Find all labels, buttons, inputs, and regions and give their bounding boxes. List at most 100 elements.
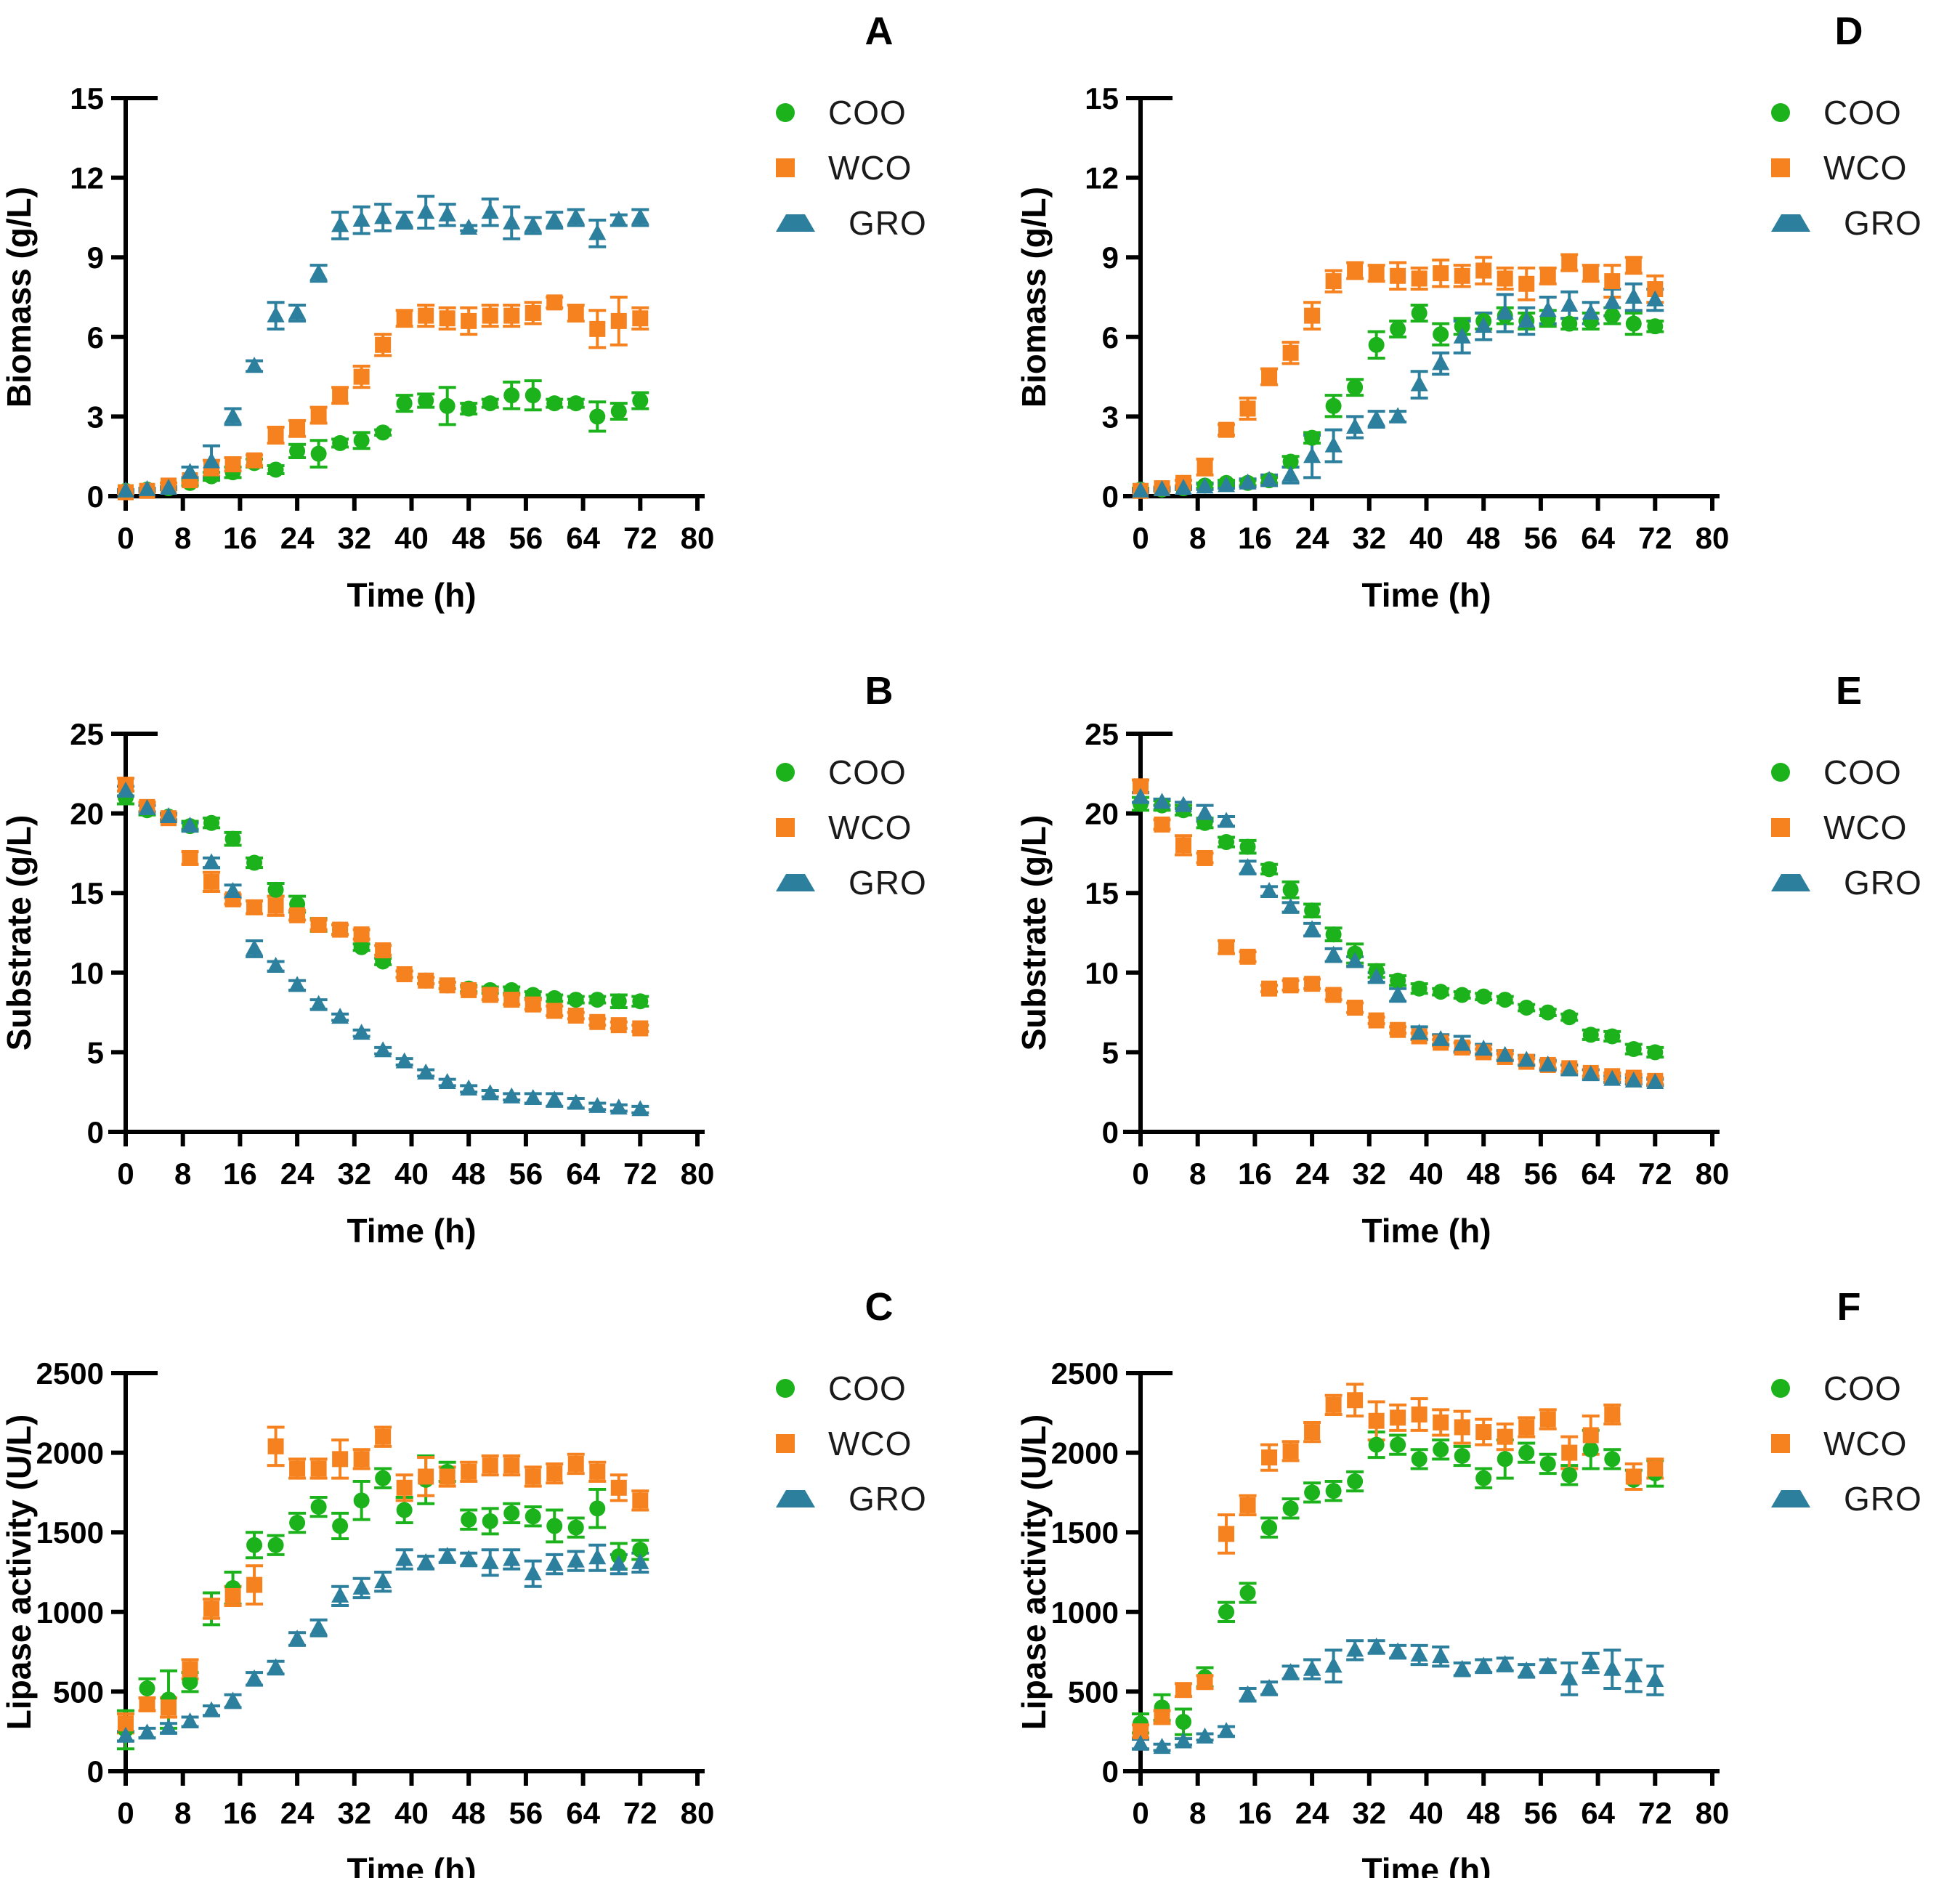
svg-text:72: 72: [623, 1157, 657, 1191]
panel-f-plot: 0 8 16 24 32 40 48 56 64 72 80 0 500 1000 1500 2000 2500…: [1021, 1315, 1754, 1878]
legend-label: WCO: [1823, 809, 1908, 846]
svg-text:0: 0: [117, 1796, 134, 1830]
legend-item-coo: COO: [776, 1369, 1010, 1407]
svg-text:16: 16: [1238, 521, 1272, 555]
svg-text:72: 72: [1638, 1157, 1672, 1191]
panel-f-legend: COO WCO GRO: [1744, 1369, 1954, 1518]
legend-item-wco: WCO: [1771, 1425, 1954, 1462]
panel-a-title: A: [864, 9, 894, 53]
svg-text:16: 16: [1238, 1796, 1272, 1830]
legend-item-gro: GRO: [1771, 1480, 1954, 1518]
panel-a-side: A COO WCO GRO: [748, 9, 1010, 242]
svg-text:32: 32: [1352, 1796, 1386, 1830]
svg-text:24: 24: [1295, 521, 1329, 555]
panel-d-legend: COO WCO GRO: [1744, 94, 1954, 242]
svg-text:6: 6: [1102, 320, 1119, 355]
svg-text:48: 48: [452, 1796, 486, 1830]
legend-item-coo: COO: [1771, 94, 1954, 131]
panel-a-legend: COO WCO GRO: [748, 94, 1010, 242]
svg-text:1000: 1000: [36, 1595, 104, 1630]
svg-text:2000: 2000: [36, 1436, 104, 1470]
svg-text:40: 40: [1409, 1796, 1443, 1830]
panel-f-side: F COO WCO GRO: [1744, 1284, 1954, 1518]
legend-label: GRO: [1844, 864, 1922, 902]
svg-text:20: 20: [1085, 797, 1119, 831]
panel-b-title: B: [864, 669, 894, 713]
svg-text:Time (h): Time (h): [1361, 1851, 1491, 1878]
svg-text:72: 72: [1638, 1796, 1672, 1830]
legend-item-gro: GRO: [1771, 204, 1954, 242]
svg-text:500: 500: [1068, 1675, 1119, 1709]
svg-text:24: 24: [280, 1796, 315, 1830]
svg-text:16: 16: [223, 1796, 257, 1830]
svg-text:12: 12: [70, 161, 104, 195]
panel-c-chart: 0 8 16 24 32 40 48 56 64 72 80 0 500 1000 1500 2000 2500…: [6, 1356, 715, 1878]
svg-text:Time (h): Time (h): [347, 1212, 476, 1250]
panel-e-plot: 0 8 16 24 32 40 48 56 64 72 80 0 5 10 15 20 25 Time (h) Su…: [1021, 676, 1754, 1271]
svg-text:9: 9: [1102, 240, 1119, 275]
coo-circle-icon: [1771, 763, 1790, 782]
svg-text:40: 40: [394, 1796, 429, 1830]
panel-b-legend: COO WCO GRO: [748, 753, 1010, 902]
svg-text:40: 40: [1409, 521, 1443, 555]
svg-text:56: 56: [1524, 1796, 1558, 1830]
legend-item-coo: COO: [776, 94, 1010, 131]
legend-item-gro: GRO: [1771, 864, 1954, 902]
svg-text:5: 5: [1102, 1035, 1119, 1069]
svg-text:56: 56: [509, 1796, 543, 1830]
panel-f-chart: 0 8 16 24 32 40 48 56 64 72 80 0 500 1000 1500 2000 2500…: [1021, 1356, 1729, 1878]
panel-b-chart: 0 8 16 24 32 40 48 56 64 72 80 0 5 10 15 20 25 Time (h) Su…: [6, 717, 715, 1250]
gro-triangle-icon: [776, 214, 815, 232]
wco-square-icon: [1771, 158, 1790, 177]
svg-text:8: 8: [1189, 521, 1206, 555]
svg-text:8: 8: [1189, 1796, 1206, 1830]
legend-label: WCO: [828, 149, 912, 187]
svg-text:72: 72: [623, 521, 657, 555]
legend-label: COO: [1823, 94, 1902, 131]
svg-text:15: 15: [70, 876, 104, 910]
coo-circle-icon: [776, 1379, 795, 1398]
legend-item-wco: WCO: [776, 149, 1010, 187]
svg-text:56: 56: [1524, 1157, 1558, 1191]
legend-label: GRO: [849, 864, 927, 902]
svg-text:32: 32: [337, 1796, 371, 1830]
gro-triangle-icon: [776, 874, 815, 891]
svg-text:10: 10: [70, 956, 104, 990]
svg-text:40: 40: [394, 521, 429, 555]
svg-text:15: 15: [1085, 876, 1119, 910]
svg-text:2500: 2500: [36, 1356, 104, 1391]
coo-circle-icon: [776, 103, 795, 122]
legend-item-gro: GRO: [776, 864, 1010, 902]
wco-square-icon: [1771, 818, 1790, 837]
svg-text:56: 56: [1524, 521, 1558, 555]
svg-text:48: 48: [1467, 1157, 1501, 1191]
svg-text:20: 20: [70, 797, 104, 831]
svg-text:48: 48: [1467, 1796, 1501, 1830]
svg-text:48: 48: [1467, 521, 1501, 555]
legend-item-coo: COO: [1771, 1369, 1954, 1407]
legend-item-wco: WCO: [1771, 809, 1954, 846]
svg-text:32: 32: [1352, 1157, 1386, 1191]
panel-a-plot: 0 8 16 24 32 40 48 56 64 72 80 0 3 6 9 12 15 Time (h) Biom…: [6, 40, 740, 636]
svg-text:3: 3: [1102, 400, 1119, 434]
panel-e-side: E COO WCO GRO: [1744, 668, 1954, 902]
svg-text:24: 24: [280, 1157, 315, 1191]
legend-item-gro: GRO: [776, 204, 1010, 242]
coo-circle-icon: [776, 763, 795, 782]
legend-label: COO: [828, 1369, 907, 1407]
svg-text:80: 80: [1696, 521, 1730, 555]
panel-b-plot: 0 8 16 24 32 40 48 56 64 72 80 0 5 10 15 20 25 Time (h) Su…: [6, 676, 740, 1271]
svg-text:40: 40: [394, 1157, 429, 1191]
svg-text:0: 0: [1132, 1157, 1149, 1191]
panel-a-chart: 0 8 16 24 32 40 48 56 64 72 80 0 3 6 9 12 15 Time (h) Biom…: [6, 81, 714, 614]
legend-label: GRO: [849, 204, 927, 242]
svg-text:25: 25: [1085, 717, 1119, 751]
svg-text:80: 80: [681, 1157, 715, 1191]
legend-item-wco: WCO: [1771, 149, 1954, 187]
svg-text:56: 56: [509, 1157, 543, 1191]
svg-text:15: 15: [70, 81, 104, 116]
svg-text:80: 80: [681, 1796, 715, 1830]
svg-text:1500: 1500: [1051, 1515, 1119, 1550]
svg-text:2000: 2000: [1051, 1436, 1119, 1470]
legend-label: COO: [1823, 753, 1902, 791]
